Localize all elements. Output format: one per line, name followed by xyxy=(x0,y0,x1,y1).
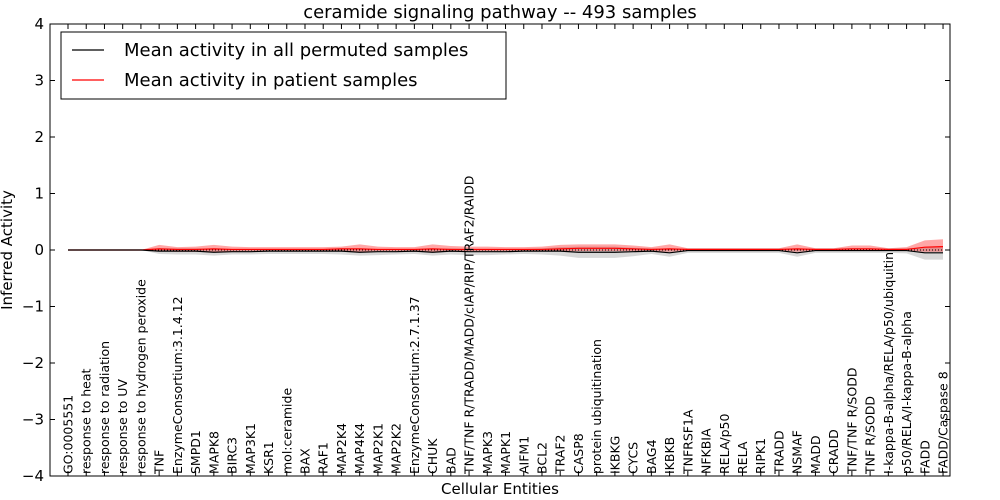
x-category-label: I-kappa-B-alpha/RELA/p50/ubiquitin xyxy=(881,252,896,474)
x-category-label: MAPK8 xyxy=(206,431,221,474)
legend-label: Mean activity in patient samples xyxy=(124,70,418,91)
x-category-label: mol:ceramide xyxy=(279,388,294,474)
y-tick-label: 3 xyxy=(34,72,44,90)
y-tick-label: −1 xyxy=(22,298,44,316)
x-category-label: RELA/p50 xyxy=(717,414,732,474)
x-category-label: MAP2K1 xyxy=(370,423,385,474)
x-category-label: CYCS xyxy=(626,442,641,474)
x-category-label: MAP4K4 xyxy=(352,423,367,474)
y-tick-label: −3 xyxy=(22,411,44,429)
series-line-patient xyxy=(68,246,944,251)
x-category-label: TNF/TNF R/SODD xyxy=(844,368,859,475)
x-category-label: NSMAF xyxy=(790,430,805,474)
x-category-label: response to heat xyxy=(79,368,94,474)
x-category-label: response to hydrogen peroxide xyxy=(133,279,148,474)
x-category-label: TNF R/SODD xyxy=(863,396,878,475)
x-axis-label: Cellular Entities xyxy=(441,480,559,498)
y-tick-label: −2 xyxy=(22,354,44,372)
x-category-labels: GO:0005551 response to heat response to ra… xyxy=(61,176,951,475)
x-category-label: protein ubiquitination xyxy=(589,339,604,474)
band-patient xyxy=(68,239,943,253)
x-category-label: CASP8 xyxy=(571,433,586,474)
x-category-label: RAF1 xyxy=(316,442,331,474)
x-category-label: IKBKB xyxy=(662,437,677,474)
x-category-label: TNF/TNF R/TRADD/MADD/cIAP/RIP/TRAF2/RAID… xyxy=(462,176,477,475)
x-category-label: RELA xyxy=(735,441,750,474)
y-axis: −4 −3 −2 −1 0 1 2 3 4 xyxy=(22,15,950,485)
x-category-label: response to UV xyxy=(115,379,130,474)
x-category-label: EnzymeConsortium:3.1.4.12 xyxy=(170,296,185,474)
x-category-label: IKBKG xyxy=(607,436,622,474)
x-category-label: SMPD1 xyxy=(188,430,203,474)
x-category-label: MAP3K1 xyxy=(243,423,258,474)
x-category-label: BAG4 xyxy=(644,439,659,474)
x-category-label: TRADD xyxy=(771,430,786,475)
y-tick-label: 0 xyxy=(34,241,44,259)
x-category-label: AIFM1 xyxy=(516,436,531,474)
x-category-label: MAP2K2 xyxy=(389,423,404,474)
y-tick-label: 1 xyxy=(34,185,44,203)
x-category-label: GO:0005551 xyxy=(61,395,76,474)
x-category-label: MADD xyxy=(808,435,823,474)
series-lines xyxy=(68,246,944,254)
x-category-label: BCL2 xyxy=(534,442,549,474)
x-category-label: BIRC3 xyxy=(225,437,240,474)
chart-title: ceramide signaling pathway -- 493 sample… xyxy=(303,2,697,23)
x-category-label: BAD xyxy=(443,447,458,474)
x-category-label: MAP2K4 xyxy=(334,423,349,474)
x-category-label: TNF xyxy=(152,450,167,475)
legend: Mean activity in all permuted samples Mea… xyxy=(60,31,507,100)
y-tick-label: 4 xyxy=(34,15,44,33)
x-category-label: EnzymeConsortium:2.7.1.37 xyxy=(407,296,422,474)
series-line-permuted xyxy=(68,249,943,254)
x-category-label: CRADD xyxy=(826,429,841,474)
x-category-label: TNFRSF1A xyxy=(680,409,695,475)
x-category-label: CHUK xyxy=(425,438,440,474)
x-category-label: BAX xyxy=(297,448,312,474)
x-category-label: MAPK3 xyxy=(480,431,495,474)
legend-label: Mean activity in all permuted samples xyxy=(124,40,468,61)
y-axis-label: Inferred Activity xyxy=(0,190,16,310)
x-category-label: TRAF2 xyxy=(553,434,568,475)
x-category-label: FADD/Caspase 8 xyxy=(936,371,951,474)
x-category-label: KSR1 xyxy=(261,441,276,474)
x-category-label: RIPK1 xyxy=(753,438,768,474)
x-category-label: NFKBIA xyxy=(699,428,714,474)
legend-box xyxy=(60,31,507,100)
y-tick-label: 2 xyxy=(34,128,44,146)
x-category-label: FADD xyxy=(917,440,932,474)
x-category-label: MAPK1 xyxy=(498,431,513,474)
y-tick-label: −4 xyxy=(22,467,44,485)
x-category-label: response to radiation xyxy=(97,341,112,474)
x-category-label: p50/RELA/I-kappa-B-alpha xyxy=(899,311,914,474)
x-axis xyxy=(67,24,944,476)
